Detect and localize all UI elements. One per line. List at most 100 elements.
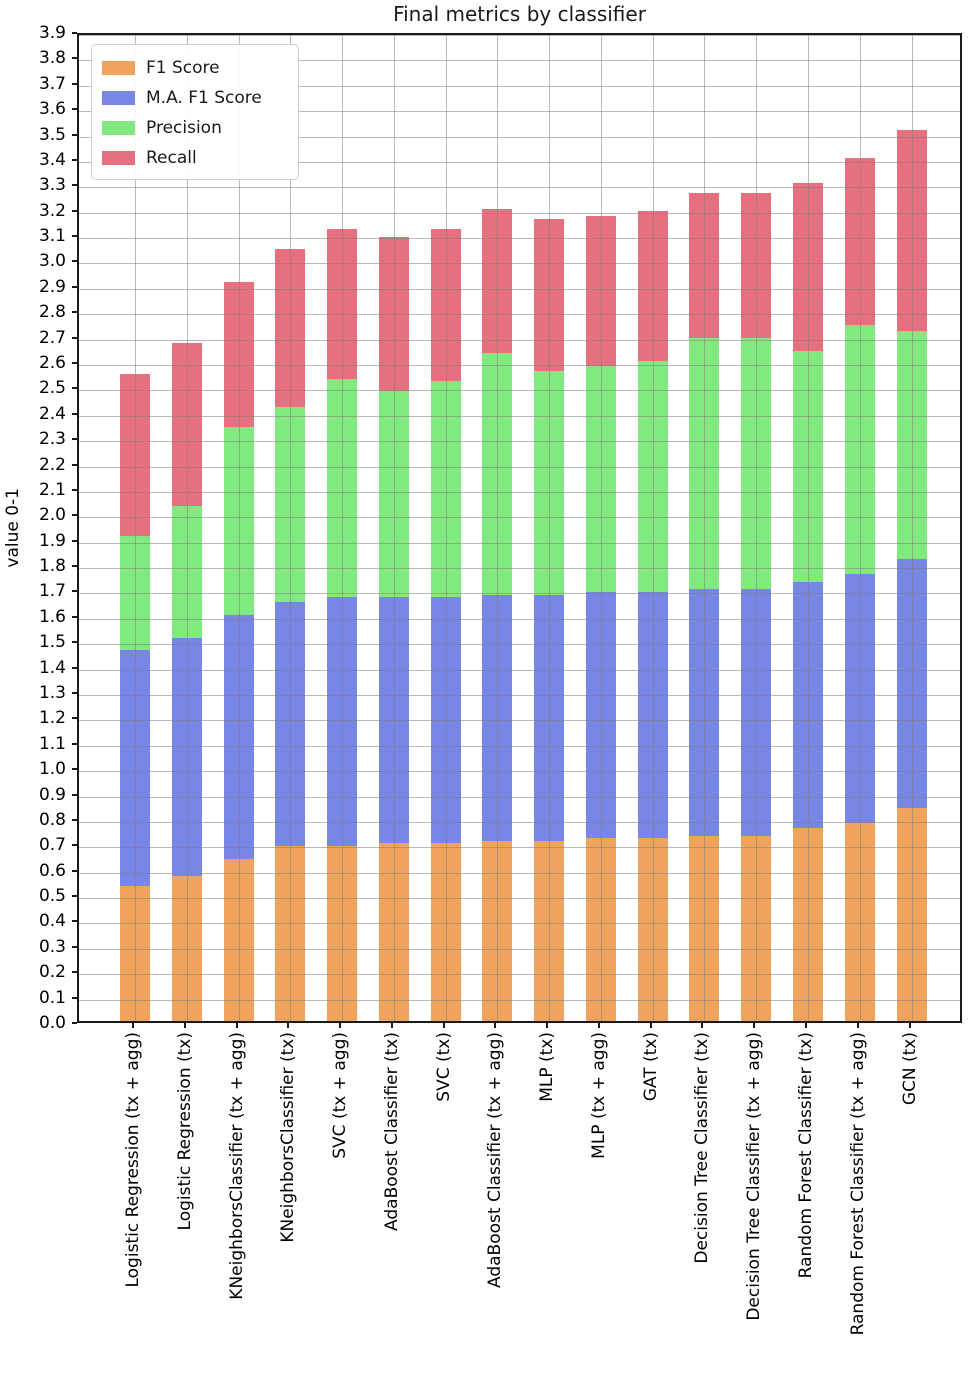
y-tick-mark bbox=[72, 869, 77, 872]
gridline-vertical bbox=[756, 35, 758, 1021]
gridline-horizontal bbox=[79, 60, 960, 62]
gridline-horizontal bbox=[79, 314, 960, 316]
gridline-vertical bbox=[652, 35, 654, 1021]
y-tick-mark bbox=[72, 615, 77, 618]
y-tick-mark bbox=[72, 235, 77, 238]
legend-item: M.A. F1 Score bbox=[92, 83, 298, 113]
y-tick-mark bbox=[72, 539, 77, 542]
gridline-vertical bbox=[859, 35, 861, 1021]
y-tick-mark bbox=[72, 971, 77, 974]
gridline-horizontal bbox=[79, 466, 960, 468]
gridline-horizontal bbox=[79, 187, 960, 189]
gridline-horizontal bbox=[79, 365, 960, 366]
gridline-horizontal bbox=[79, 618, 960, 620]
y-tick-label: 0.8 bbox=[38, 809, 66, 830]
y-tick-label: 2.3 bbox=[38, 429, 66, 450]
y-tick-mark bbox=[72, 260, 77, 263]
x-category-label: GCN (tx) bbox=[899, 1032, 920, 1106]
y-tick-mark bbox=[72, 133, 77, 136]
y-tick-label: 3.0 bbox=[38, 251, 66, 272]
y-tick-label: 1.2 bbox=[38, 708, 66, 729]
y-tick-label: 0.1 bbox=[38, 987, 66, 1008]
x-tick-mark bbox=[753, 1023, 756, 1028]
y-tick-mark bbox=[72, 311, 77, 314]
gridline-horizontal bbox=[79, 85, 960, 87]
y-tick-label: 3.9 bbox=[38, 23, 66, 43]
gridline-horizontal bbox=[79, 644, 960, 646]
y-tick-mark bbox=[72, 336, 77, 339]
gridline-horizontal bbox=[79, 771, 960, 773]
legend-item: Recall bbox=[92, 143, 298, 173]
gridline-vertical bbox=[135, 35, 136, 1021]
plot-area: F1 Score M.A. F1 Score Precision Recall bbox=[77, 33, 962, 1023]
y-tick-mark bbox=[72, 920, 77, 923]
y-tick-mark bbox=[72, 692, 77, 694]
gridline-horizontal bbox=[79, 238, 960, 240]
y-tick-mark bbox=[72, 209, 77, 212]
gridline-horizontal bbox=[79, 872, 960, 874]
y-tick-mark bbox=[72, 463, 77, 466]
gridline-vertical bbox=[808, 35, 809, 1021]
y-tick-label: 0.3 bbox=[38, 936, 66, 957]
y-tick-label: 3.8 bbox=[38, 48, 66, 69]
x-tick-mark bbox=[183, 1023, 186, 1028]
y-tick-mark bbox=[72, 895, 77, 898]
y-tick-mark bbox=[72, 57, 77, 60]
legend-label: Precision bbox=[146, 118, 222, 138]
x-category-label: MLP (tx) bbox=[537, 1032, 558, 1102]
legend-swatch-m-a-f1-score bbox=[102, 91, 135, 105]
y-tick-mark bbox=[72, 565, 77, 568]
x-tick-mark bbox=[339, 1023, 342, 1028]
x-tick-mark bbox=[649, 1023, 652, 1028]
gridline-horizontal bbox=[79, 745, 960, 747]
gridline-horizontal bbox=[79, 974, 960, 976]
x-tick-mark bbox=[287, 1023, 290, 1028]
y-tick-mark bbox=[72, 387, 77, 390]
y-tick-label: 1.3 bbox=[38, 683, 66, 703]
x-tick-mark bbox=[908, 1023, 911, 1028]
gridline-horizontal bbox=[79, 288, 960, 290]
gridline-horizontal bbox=[79, 339, 960, 341]
y-tick-label: 2.4 bbox=[38, 403, 66, 424]
y-tick-mark bbox=[72, 590, 77, 593]
gridline-vertical bbox=[911, 35, 913, 1021]
legend-label: Recall bbox=[146, 148, 197, 168]
legend-label: F1 Score bbox=[146, 58, 220, 78]
y-tick-label: 0.2 bbox=[38, 962, 66, 983]
x-tick-mark bbox=[597, 1023, 600, 1028]
x-category-label: AdaBoost Classifier (tx + agg) bbox=[485, 1032, 506, 1288]
x-category-label: GAT (tx) bbox=[640, 1032, 661, 1102]
y-tick-label: 3.7 bbox=[38, 73, 66, 94]
gridline-vertical bbox=[600, 35, 602, 1021]
y-tick-label: 1.7 bbox=[38, 581, 66, 602]
gridline-horizontal bbox=[79, 568, 960, 570]
y-tick-mark bbox=[72, 158, 77, 161]
x-tick-mark bbox=[235, 1023, 238, 1028]
y-tick-mark bbox=[72, 768, 77, 771]
y-tick-mark bbox=[72, 793, 77, 796]
y-tick-label: 0.6 bbox=[38, 860, 66, 881]
gridline-vertical bbox=[238, 35, 240, 1021]
x-category-label: Random Forest Classifier (tx) bbox=[796, 1032, 816, 1279]
y-tick-label: 2.1 bbox=[38, 479, 66, 500]
legend-item: F1 Score bbox=[92, 53, 298, 83]
gridline-horizontal bbox=[79, 923, 960, 925]
gridline-vertical bbox=[342, 35, 344, 1021]
gridline-horizontal bbox=[79, 212, 960, 214]
y-tick-mark bbox=[72, 285, 77, 288]
y-tick-mark bbox=[72, 1022, 77, 1024]
y-tick-label: 0.4 bbox=[38, 911, 66, 932]
gridline-horizontal bbox=[79, 35, 960, 36]
x-tick-mark bbox=[442, 1023, 445, 1028]
x-tick-mark bbox=[546, 1023, 549, 1028]
gridline-vertical bbox=[393, 35, 395, 1021]
legend-item: Precision bbox=[92, 113, 298, 143]
y-tick-label: 0.9 bbox=[38, 784, 66, 805]
y-tick-label: 1.0 bbox=[38, 759, 66, 780]
gridline-horizontal bbox=[79, 821, 960, 823]
y-tick-label: 3.2 bbox=[38, 200, 66, 221]
chart-title: Final metrics by classifier bbox=[393, 2, 646, 26]
y-tick-mark bbox=[72, 184, 77, 187]
gridline-horizontal bbox=[79, 441, 960, 443]
